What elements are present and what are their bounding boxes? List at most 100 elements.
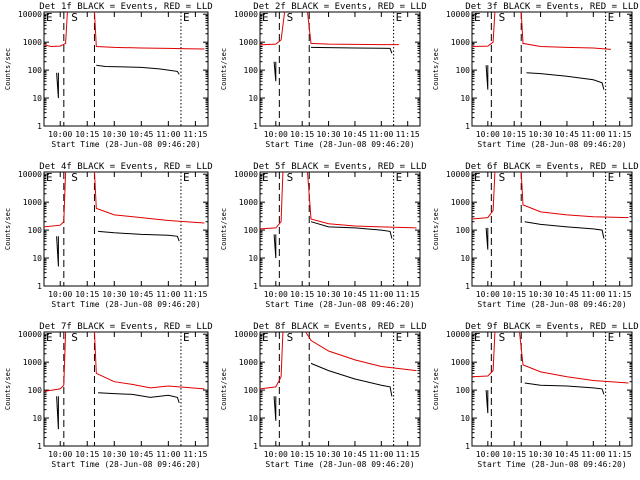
interval-marker-label: E <box>396 331 403 344</box>
x-tick-label: 11:15 <box>608 290 632 299</box>
y-tick-label: 10 <box>248 94 258 103</box>
x-tick-label: 10:15 <box>502 290 526 299</box>
x-axis-label: Start Time (28-Jun-08 09:46:20) <box>477 300 626 309</box>
y-tick-label: 10000 <box>18 170 42 179</box>
y-tick-label: 10 <box>460 94 470 103</box>
interval-marker-label: S <box>499 331 506 344</box>
x-tick-label: 10:45 <box>343 290 367 299</box>
y-tick-label: 10000 <box>446 330 470 339</box>
x-tick-label: 10:30 <box>102 130 126 139</box>
x-tick-label: 11:15 <box>183 130 207 139</box>
y-tick-label: 1000 <box>239 38 258 47</box>
x-tick-label: 11:00 <box>369 290 393 299</box>
plot-frame <box>259 331 421 447</box>
x-tick-label: 11:15 <box>608 130 632 139</box>
y-tick-label: 10 <box>248 254 258 263</box>
y-tick-label: 100 <box>28 66 43 75</box>
y-tick-label: 100 <box>28 226 43 235</box>
y-tick-label: 10 <box>32 414 42 423</box>
x-tick-label: 10:30 <box>102 450 126 459</box>
y-tick-label: 10 <box>32 254 42 263</box>
x-axis-label: Start Time (28-Jun-08 09:46:20) <box>265 460 414 469</box>
y-tick-label: 1 <box>253 442 258 451</box>
y-tick-label: 100 <box>28 386 43 395</box>
x-tick-label: 10:45 <box>555 290 579 299</box>
interval-marker-label: E <box>46 11 53 24</box>
panel-title: Det 6f BLACK = Events, RED = LLD <box>465 162 638 172</box>
panel-8: Det 8f BLACK = Events, RED = LLD 1 10 100 10… <box>220 322 427 469</box>
x-tick-label: 11:00 <box>156 450 180 459</box>
panel-title: Det 5f BLACK = Events, RED = LLD <box>253 162 426 172</box>
y-tick-label: 10000 <box>234 10 258 19</box>
y-tick-label: 1000 <box>23 38 42 47</box>
y-tick-label: 1000 <box>23 358 42 367</box>
x-tick-label: 11:00 <box>581 450 605 459</box>
x-tick-label: 10:15 <box>290 450 314 459</box>
x-tick-label: 10:45 <box>129 290 153 299</box>
x-axis-label: Start Time (28-Jun-08 09:46:20) <box>51 300 200 309</box>
x-tick-label: 11:15 <box>396 290 420 299</box>
y-tick-label: 10 <box>32 94 42 103</box>
series-lld-line <box>43 171 67 228</box>
x-tick-label: 10:45 <box>129 130 153 139</box>
y-tick-label: 1 <box>465 122 470 131</box>
x-tick-label: 11:00 <box>156 130 180 139</box>
y-tick-label: 1 <box>37 122 42 131</box>
series-events-line <box>485 227 489 250</box>
x-tick-label: 10:00 <box>264 290 288 299</box>
series-lld-line <box>305 331 417 372</box>
plot-frame <box>43 331 209 447</box>
y-tick-label: 10000 <box>18 10 42 19</box>
y-tick-label: 100 <box>244 226 259 235</box>
y-axis-label: Counts/sec <box>4 368 12 410</box>
panel-9: Det 9f BLACK = Events, RED = LLD 1 10 100 10… <box>432 322 639 469</box>
panel-title: Det 1f BLACK = Events, RED = LLD <box>39 2 212 12</box>
x-tick-label: 11:15 <box>396 450 420 459</box>
y-tick-label: 1000 <box>451 198 470 207</box>
series-lld-line <box>520 171 629 219</box>
interval-marker-label: E <box>262 11 269 24</box>
plot-frame <box>471 11 633 127</box>
series-lld-line <box>471 11 496 47</box>
y-tick-label: 1000 <box>451 358 470 367</box>
x-tick-label: 10:15 <box>75 450 99 459</box>
panel-title: Det 3f BLACK = Events, RED = LLD <box>465 2 638 12</box>
x-tick-label: 10:00 <box>48 450 72 459</box>
interval-marker-label: S <box>287 11 294 24</box>
interval-marker-label: E <box>183 171 190 184</box>
x-tick-label: 10:00 <box>264 130 288 139</box>
series-events-line <box>56 72 59 99</box>
interval-marker-label: S <box>499 11 506 24</box>
interval-marker-label: E <box>46 331 53 344</box>
x-tick-label: 10:30 <box>317 290 341 299</box>
y-tick-label: 1 <box>465 442 470 451</box>
plot-frame <box>43 11 209 127</box>
y-tick-label: 1000 <box>451 38 470 47</box>
series-lld-line <box>519 331 629 384</box>
panel-title: Det 4f BLACK = Events, RED = LLD <box>39 162 212 172</box>
x-tick-label: 11:00 <box>156 290 180 299</box>
y-tick-label: 1000 <box>239 358 258 367</box>
plot-frame <box>259 11 421 127</box>
interval-marker-label: E <box>474 171 481 184</box>
y-tick-label: 100 <box>456 226 471 235</box>
series-events-line <box>98 392 180 403</box>
series-events-line <box>524 221 605 239</box>
y-tick-label: 10000 <box>446 10 470 19</box>
y-axis-label: Counts/sec <box>220 48 228 90</box>
series-lld-line <box>43 11 68 48</box>
series-events-line <box>96 64 180 75</box>
x-tick-label: 10:45 <box>555 450 579 459</box>
x-tick-label: 10:30 <box>529 450 553 459</box>
panel-3: Det 3f BLACK = Events, RED = LLD 1 10 100 10… <box>432 2 639 149</box>
panel-1: Det 1f BLACK = Events, RED = LLD 1 10 100 10… <box>4 2 213 149</box>
plot-frame <box>259 171 421 287</box>
x-tick-label: 10:00 <box>476 450 500 459</box>
x-tick-label: 10:15 <box>502 130 526 139</box>
x-tick-label: 10:30 <box>529 290 553 299</box>
x-tick-label: 10:45 <box>555 130 579 139</box>
interval-marker-label: E <box>262 331 269 344</box>
y-tick-label: 1 <box>37 282 42 291</box>
series-lld-line <box>259 11 286 46</box>
plot-frame <box>43 171 209 287</box>
